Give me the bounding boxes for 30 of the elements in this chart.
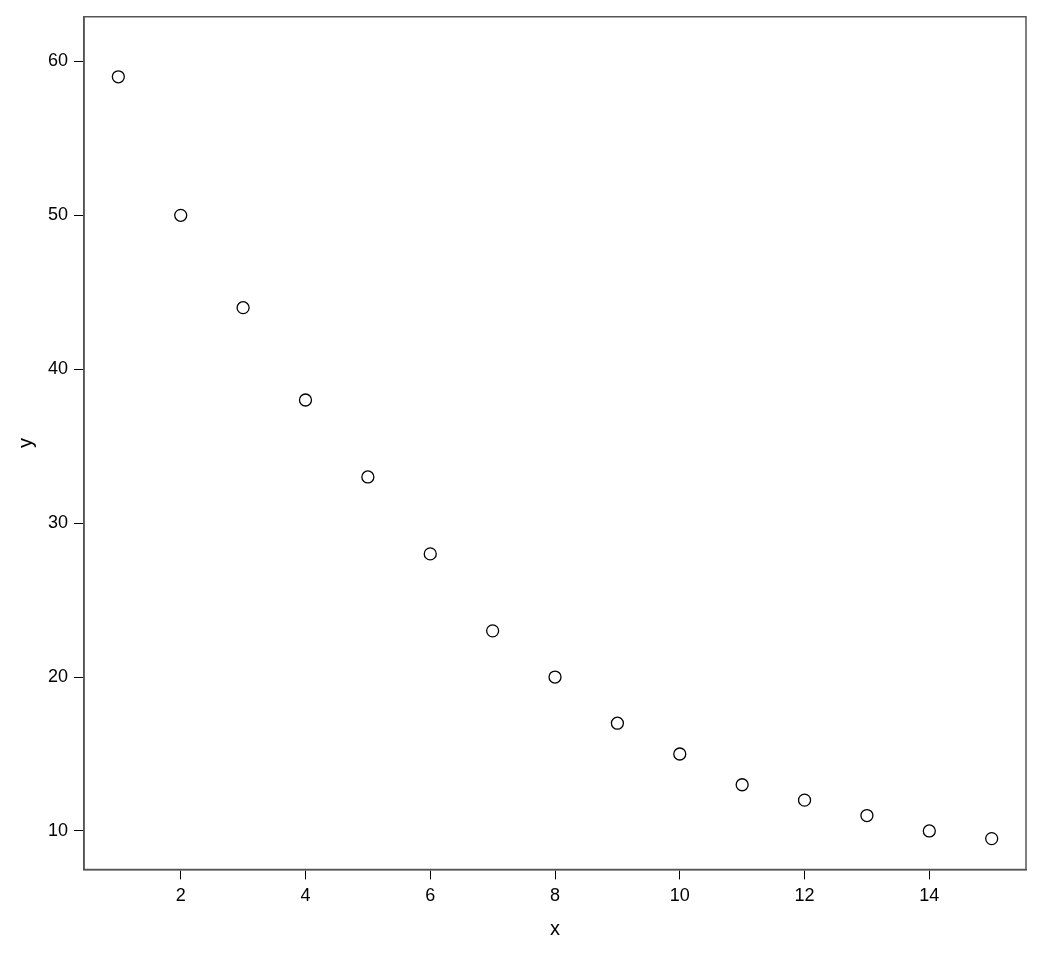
x-tick-label: 12 (794, 885, 815, 906)
point (236, 301, 250, 315)
x-tick-label: 4 (300, 885, 311, 906)
point (797, 793, 812, 807)
point (985, 831, 999, 846)
point (860, 808, 874, 823)
point (610, 716, 625, 730)
y-axis-title: y (13, 438, 36, 449)
y-tick-label: 20 (47, 666, 69, 686)
x-tick-label: 2 (175, 885, 186, 906)
y-tick-label: 30 (47, 512, 69, 533)
point (922, 824, 936, 838)
point (423, 547, 437, 561)
point (485, 624, 500, 638)
x-tick-label: 14 (919, 885, 940, 906)
y-tick-label: 40 (47, 358, 69, 379)
y-tick-label: 10 (47, 819, 69, 840)
x-axis-title: x (550, 916, 561, 939)
point (111, 70, 125, 84)
point (548, 670, 562, 684)
point (735, 778, 749, 792)
y-tick-label: 60 (47, 50, 69, 71)
y-tick-label: 50 (47, 204, 69, 225)
point (673, 747, 687, 761)
x-tick-label: 10 (669, 885, 690, 906)
x-tick-label: 8 (550, 885, 561, 906)
point (174, 208, 188, 222)
point (361, 470, 375, 484)
point (298, 393, 313, 407)
x-tick-label: 6 (425, 885, 436, 906)
